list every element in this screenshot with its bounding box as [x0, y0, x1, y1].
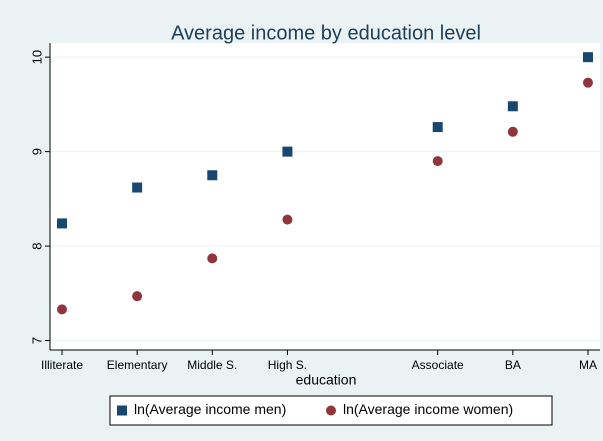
- marker: [207, 253, 218, 264]
- legend-label: ln(Average income women): [343, 401, 513, 417]
- x-axis-title: education: [296, 372, 357, 388]
- marker: [582, 77, 593, 88]
- legend-label: ln(Average income men): [134, 401, 286, 417]
- marker: [432, 156, 443, 167]
- x-tick-label: Elementary: [107, 358, 168, 372]
- marker: [57, 218, 67, 229]
- y-tick-label: 7: [29, 337, 44, 344]
- chart-title: Average income by education level: [171, 22, 481, 44]
- marker: [582, 52, 593, 63]
- x-tick-label: Illiterate: [41, 358, 83, 372]
- marker: [282, 214, 293, 225]
- marker: [132, 182, 143, 193]
- marker: [507, 126, 518, 137]
- legend-marker: [117, 405, 127, 416]
- y-tick-label: 8: [29, 242, 44, 249]
- legend-marker: [326, 405, 336, 416]
- marker: [207, 170, 218, 181]
- x-tick-label: BA: [505, 358, 521, 372]
- y-tick-label: 10: [29, 50, 44, 64]
- x-tick-label: Associate: [412, 358, 464, 372]
- marker: [507, 101, 518, 112]
- x-tick-label: Middle S.: [187, 358, 237, 372]
- x-tick-label: High S.: [268, 358, 307, 372]
- marker: [132, 291, 143, 302]
- y-tick-label: 9: [29, 148, 44, 155]
- marker: [282, 146, 293, 157]
- x-tick-label: MA: [579, 358, 597, 372]
- marker: [57, 304, 67, 315]
- marker: [432, 122, 443, 133]
- plot-area: [50, 43, 600, 350]
